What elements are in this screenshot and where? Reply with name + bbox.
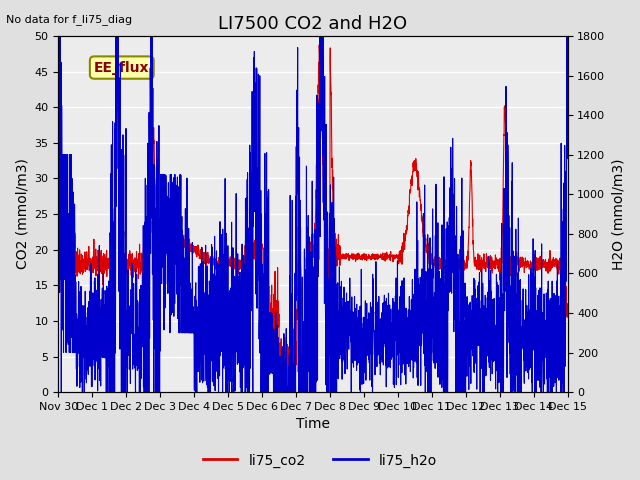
li75_h2o: [564, 137, 572, 143]
li75_co2: [250, 251, 257, 257]
li75_h2o: [113, 166, 121, 172]
li75_h2o: [554, 328, 562, 334]
li75_co2: [113, 124, 120, 130]
li75_h2o: [54, 322, 62, 327]
Legend: li75_co2, li75_h2o: li75_co2, li75_h2o: [197, 448, 443, 473]
li75_h2o: [143, 389, 151, 395]
li75_co2: [554, 259, 562, 264]
li75_h2o: [250, 141, 258, 146]
Line: li75_co2: li75_co2: [58, 36, 568, 390]
li75_co2: [54, 195, 62, 201]
li75_co2: [272, 315, 280, 321]
li75_co2: [285, 387, 292, 393]
Text: No data for f_li75_diag: No data for f_li75_diag: [6, 14, 132, 25]
Title: LI7500 CO2 and H2O: LI7500 CO2 and H2O: [218, 15, 408, 33]
li75_h2o: [499, 320, 507, 326]
Line: li75_h2o: li75_h2o: [58, 36, 568, 392]
X-axis label: Time: Time: [296, 418, 330, 432]
Text: EE_flux: EE_flux: [94, 60, 150, 74]
li75_h2o: [272, 329, 280, 335]
li75_h2o: [55, 33, 63, 39]
Y-axis label: H2O (mmol/m3): H2O (mmol/m3): [611, 158, 625, 270]
Y-axis label: CO2 (mmol/m3): CO2 (mmol/m3): [15, 158, 29, 269]
li75_co2: [564, 305, 572, 311]
li75_h2o: [58, 389, 65, 395]
li75_co2: [499, 182, 507, 188]
li75_co2: [316, 33, 324, 39]
li75_co2: [143, 261, 150, 267]
